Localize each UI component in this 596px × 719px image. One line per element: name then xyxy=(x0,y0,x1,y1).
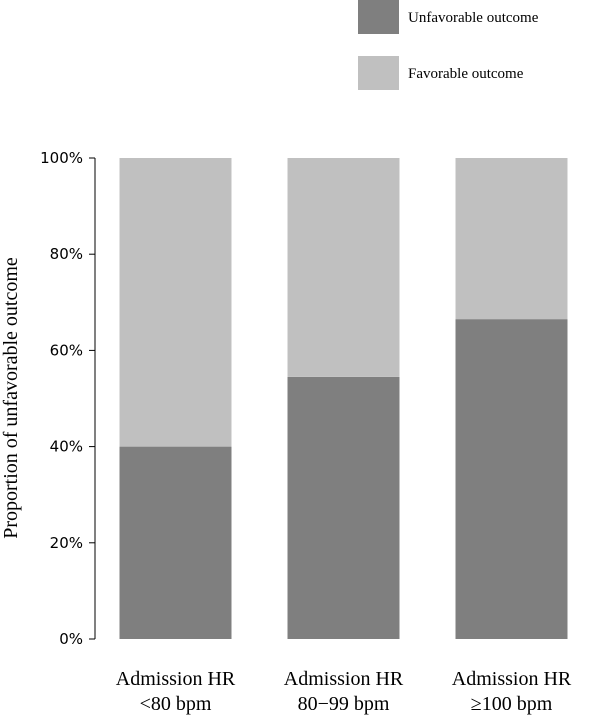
x-category-label: Admission HR xyxy=(452,668,572,690)
y-tick-label: 20% xyxy=(50,534,83,552)
legend-swatch xyxy=(358,0,399,34)
y-ticks: 0% 20% 40% 60% 80% 100% xyxy=(40,149,95,648)
y-tick-label: 60% xyxy=(50,341,83,359)
bar-segment-unfavorable xyxy=(287,376,400,639)
bar-segment-favorable xyxy=(455,158,568,320)
y-tick-label: 0% xyxy=(59,630,83,648)
y-tick-label: 80% xyxy=(50,245,83,263)
bar-segment-unfavorable xyxy=(119,446,232,639)
bars xyxy=(119,158,568,639)
x-category-label: 80−99 bpm xyxy=(298,693,390,715)
x-category-label: Admission HR xyxy=(284,668,404,690)
legend: Unfavorable outcome Favorable outcome xyxy=(358,0,539,90)
y-tick-label: 100% xyxy=(40,149,83,167)
x-category-label: Admission HR xyxy=(116,668,236,690)
y-tick-label: 40% xyxy=(50,438,83,456)
x-labels: Admission HR <80 bpm Admission HR 80−99 bpm… xyxy=(116,668,572,715)
bar-segment-favorable xyxy=(119,158,232,447)
legend-swatch xyxy=(358,56,399,90)
legend-label: Favorable outcome xyxy=(408,66,524,82)
bar-segment-favorable xyxy=(287,158,400,377)
legend-label: Unfavorable outcome xyxy=(408,10,539,26)
bar-segment-unfavorable xyxy=(455,319,568,639)
x-category-label: <80 bpm xyxy=(140,693,212,715)
y-axis-label: Proportion of unfavorable outcome xyxy=(0,257,22,539)
x-category-label: ≥100 bpm xyxy=(471,693,553,715)
